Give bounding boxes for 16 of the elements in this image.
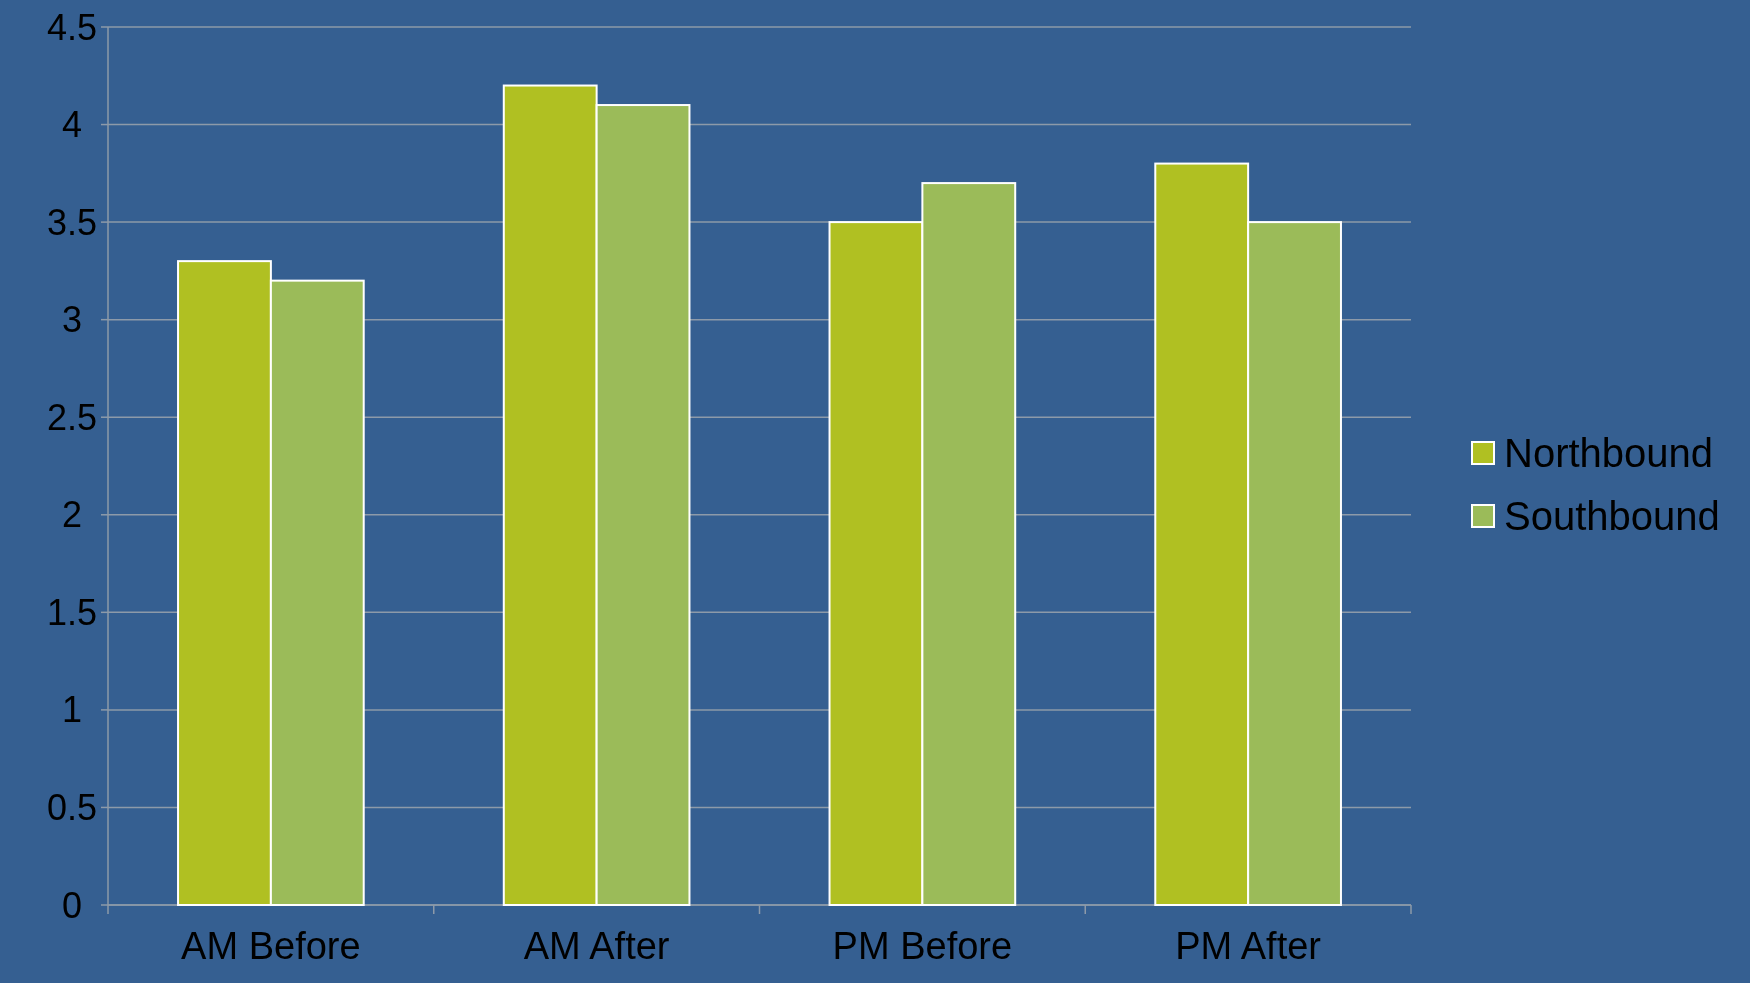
- x-tick-label: AM After: [523, 925, 670, 967]
- y-tick-label: 2: [61, 494, 83, 536]
- legend-label: Southbound: [1504, 494, 1720, 538]
- y-tick-label: 1: [61, 689, 83, 731]
- y-tick-label: 0: [61, 884, 83, 926]
- legend-label: Northbound: [1504, 431, 1714, 475]
- x-tick-label: PM After: [1175, 925, 1322, 967]
- y-tick-label: 1.5: [46, 591, 98, 633]
- y-tick-label: 4: [61, 104, 83, 146]
- x-tick-label: AM Before: [181, 925, 361, 967]
- y-tick-label: 3.5: [46, 201, 98, 243]
- y-tick-label: 3: [61, 299, 83, 341]
- y-tick-label: 4.5: [46, 6, 98, 48]
- y-tick-label: 0.5: [46, 787, 98, 829]
- x-tick-label: PM Before: [832, 925, 1013, 967]
- y-tick-label: 2.5: [46, 396, 98, 438]
